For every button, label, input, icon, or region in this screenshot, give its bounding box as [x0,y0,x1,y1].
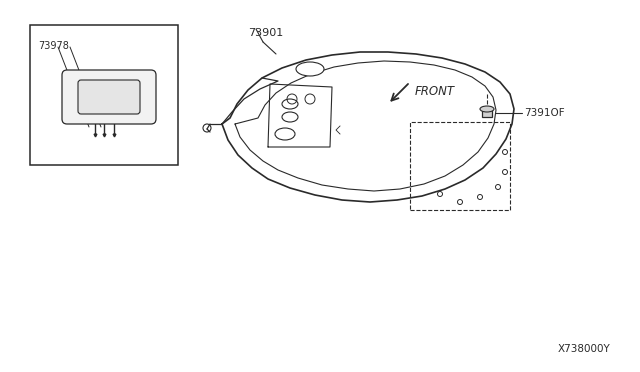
Text: 73978: 73978 [38,41,69,51]
Text: FRONT: FRONT [415,85,455,98]
Bar [30,25,178,165]
Ellipse shape [282,112,298,122]
Text: X738000Y: X738000Y [557,344,610,354]
Text: 73901: 73901 [248,28,284,38]
Ellipse shape [275,128,295,140]
FancyBboxPatch shape [62,70,156,124]
Ellipse shape [282,99,298,109]
Bar [482,109,492,117]
Ellipse shape [480,106,494,112]
FancyBboxPatch shape [78,80,140,114]
Ellipse shape [296,62,324,76]
Text: 7391OF: 7391OF [524,108,564,118]
